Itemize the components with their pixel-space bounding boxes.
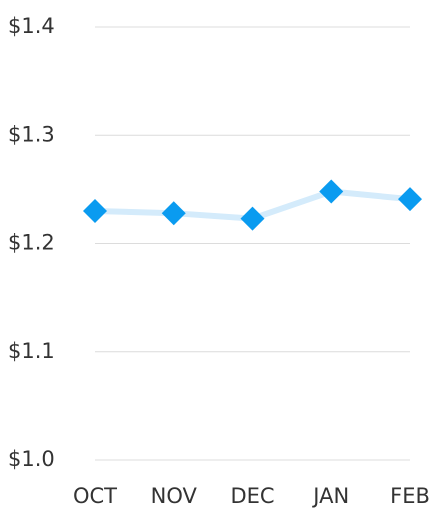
y-tick-label: $1.4 xyxy=(8,14,55,38)
y-tick-label: $1.0 xyxy=(8,447,55,471)
marker xyxy=(398,187,422,212)
x-tick-label: DEC xyxy=(230,484,274,508)
y-tick-label: $1.1 xyxy=(8,339,55,363)
marker xyxy=(240,206,265,231)
x-tick-label: OCT xyxy=(73,484,117,508)
marker xyxy=(319,179,344,204)
x-tick-label: JAN xyxy=(311,484,349,508)
y-tick-label: $1.2 xyxy=(8,231,55,255)
marker xyxy=(83,199,107,224)
x-tick-label: NOV xyxy=(151,484,198,508)
y-tick-label: $1.3 xyxy=(8,122,55,146)
x-tick-label: FEB xyxy=(390,484,430,508)
marker xyxy=(161,201,186,226)
